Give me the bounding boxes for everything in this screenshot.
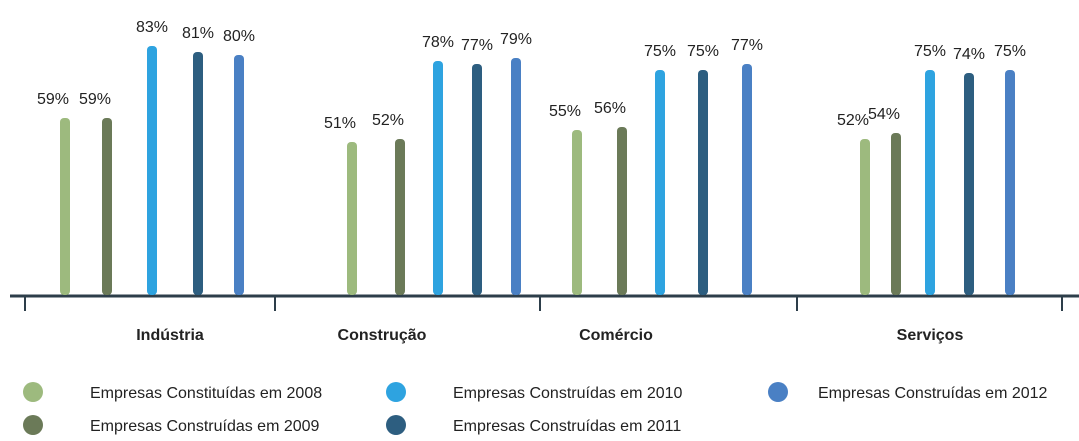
value-label: 81% (182, 25, 214, 42)
x-tick-label: Indústria (136, 327, 204, 344)
bar (1005, 70, 1015, 295)
bar (60, 118, 70, 295)
value-label: 77% (461, 37, 493, 54)
value-label: 75% (914, 43, 946, 60)
bar (472, 64, 482, 295)
value-label: 59% (79, 91, 111, 108)
legend-swatch (23, 415, 43, 435)
value-label: 74% (953, 46, 985, 63)
axis-ticks (24, 296, 1063, 311)
value-label: 75% (687, 43, 719, 60)
value-label: 54% (868, 106, 900, 123)
value-label: 52% (372, 112, 404, 129)
value-label: 79% (500, 31, 532, 48)
legend-swatch (386, 415, 406, 435)
legend-label: Empresas Construídas em 2009 (90, 418, 320, 435)
value-label: 77% (731, 37, 763, 54)
legend-label: Empresas Construídas em 2012 (818, 385, 1048, 402)
bar (234, 55, 244, 295)
value-label: 56% (594, 100, 626, 117)
bar (964, 73, 974, 295)
bar (698, 70, 708, 295)
value-label: 78% (422, 34, 454, 51)
legend-label: Empresas Construídas em 2011 (453, 418, 681, 435)
value-label: 75% (644, 43, 676, 60)
legend-swatch (23, 382, 43, 402)
bar (395, 139, 405, 295)
value-label: 83% (136, 19, 168, 36)
bar (891, 133, 901, 295)
x-tick-label: Serviços (897, 327, 964, 344)
value-label: 52% (837, 112, 869, 129)
x-tick-label: Construção (338, 327, 427, 344)
bar (742, 64, 752, 295)
bar (347, 142, 357, 295)
bar (433, 61, 443, 295)
value-label: 55% (549, 103, 581, 120)
bar (860, 139, 870, 295)
bar (617, 127, 627, 295)
bar (572, 130, 582, 295)
legend-label: Empresas Construídas em 2010 (453, 385, 683, 402)
bar (925, 70, 935, 295)
bar (102, 118, 112, 295)
bar (655, 70, 665, 295)
x-tick-label: Comércio (579, 327, 653, 344)
legend-swatch (768, 382, 788, 402)
value-label: 51% (324, 115, 356, 132)
value-label: 75% (994, 43, 1026, 60)
bar (147, 46, 157, 295)
legend-label: Empresas Constituídas em 2008 (90, 385, 322, 402)
bar (193, 52, 203, 295)
legend-swatch (386, 382, 406, 402)
value-label: 59% (37, 91, 69, 108)
bar (511, 58, 521, 295)
value-label: 80% (223, 28, 255, 45)
